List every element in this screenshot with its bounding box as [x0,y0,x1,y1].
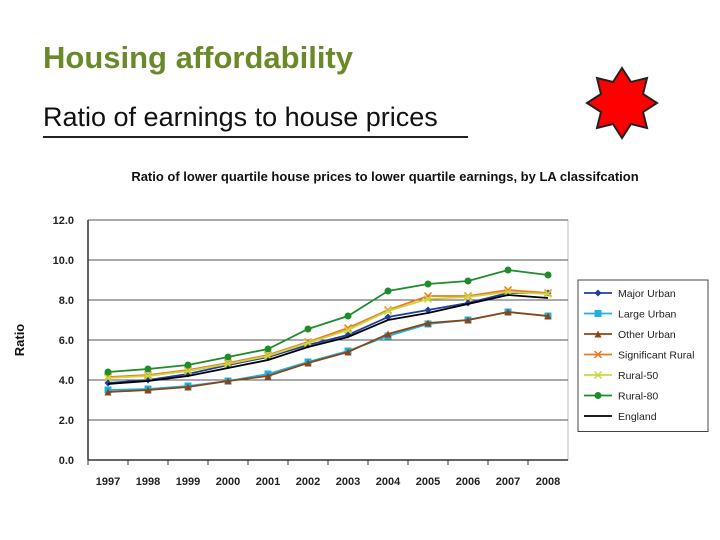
series-line [107,294,549,385]
legend-label: Other Urban [618,329,676,341]
data-point [594,330,602,338]
data-point [144,386,152,394]
data-point [504,308,512,316]
data-point [544,312,552,320]
data-point [464,316,472,324]
data-point [184,361,192,369]
series-line [107,311,549,393]
series-rural-50 [103,287,553,383]
x-tick-label: 2005 [416,476,440,488]
x-tick-label: 2004 [376,476,401,488]
legend-item: Rural-50 [584,370,658,382]
data-point [543,289,553,299]
x-tick-label: 2000 [216,476,240,488]
data-point [304,325,312,333]
legend-item: England [584,411,657,423]
legend-label: Large Urban [618,309,677,321]
x-tick-label: 2006 [456,476,480,488]
y-tick-label: 2.0 [59,415,74,427]
data-point [544,271,552,279]
legend-item: Significant Rural [584,350,694,362]
data-point [143,371,153,381]
legend-item: Large Urban [584,309,677,321]
data-point [144,365,152,373]
legend-label: Significant Rural [618,350,694,362]
series-large-urban [104,308,552,394]
data-point [104,368,112,376]
x-tick-label: 1999 [176,476,200,488]
data-point [424,319,432,327]
x-tick-label: 2007 [496,476,520,488]
series-england [107,294,549,385]
legend-label: Rural-80 [618,391,658,403]
y-tick-label: 8.0 [59,295,74,307]
subtitle-underline [43,136,468,138]
y-tick-label: 12.0 [53,215,74,227]
data-point [464,277,472,285]
series-line [107,292,548,384]
data-point [594,289,602,297]
data-point [344,312,352,320]
data-point [593,370,603,380]
series-rural-80 [104,266,552,376]
data-point [384,313,392,321]
data-point [224,353,232,361]
data-point [594,310,602,317]
data-point [594,392,602,399]
data-point [504,266,512,274]
data-point [264,372,272,380]
series-other-urban [104,308,552,396]
data-point [224,377,232,385]
red-star-octagon-icon [585,66,659,140]
data-point [183,366,193,376]
data-point [304,359,312,367]
y-tick-label: 4.0 [59,375,74,387]
data-point [104,388,112,396]
data-point [423,294,433,304]
slide-title: Housing affordability [43,40,353,75]
data-point [424,280,432,288]
data-point [264,345,272,353]
y-tick-label: 10.0 [53,255,74,267]
x-tick-label: 2003 [336,476,360,488]
x-tick-label: 2008 [536,476,560,488]
data-point [223,359,233,369]
data-point [184,383,192,391]
legend-label: England [618,411,657,423]
slide-subtitle: Ratio of earnings to house prices [43,102,438,132]
legend-label: Rural-50 [618,370,658,382]
series-line [107,291,549,379]
legend-item: Rural-80 [584,391,658,403]
data-point [103,373,113,383]
y-tick-label: 6.0 [59,335,74,347]
y-axis-label: Ratio [12,324,27,357]
chart-title: Ratio of lower quartile house prices to … [131,169,638,184]
x-tick-label: 2002 [296,476,320,488]
data-point [303,338,313,348]
series-line [107,289,549,378]
data-point [463,292,473,302]
legend-label: Major Urban [618,288,676,300]
data-point [383,306,393,316]
legend-item: Major Urban [584,288,676,300]
data-point [344,348,352,356]
data-point [343,325,353,335]
data-point [384,330,392,338]
x-tick-label: 1997 [96,476,120,488]
y-tick-label: 0.0 [59,455,74,467]
x-tick-label: 1998 [136,476,160,488]
data-point [384,287,392,295]
data-point [593,350,603,359]
series-line [107,269,549,373]
legend-item: Other Urban [584,329,676,341]
x-tick-label: 2001 [256,476,280,488]
